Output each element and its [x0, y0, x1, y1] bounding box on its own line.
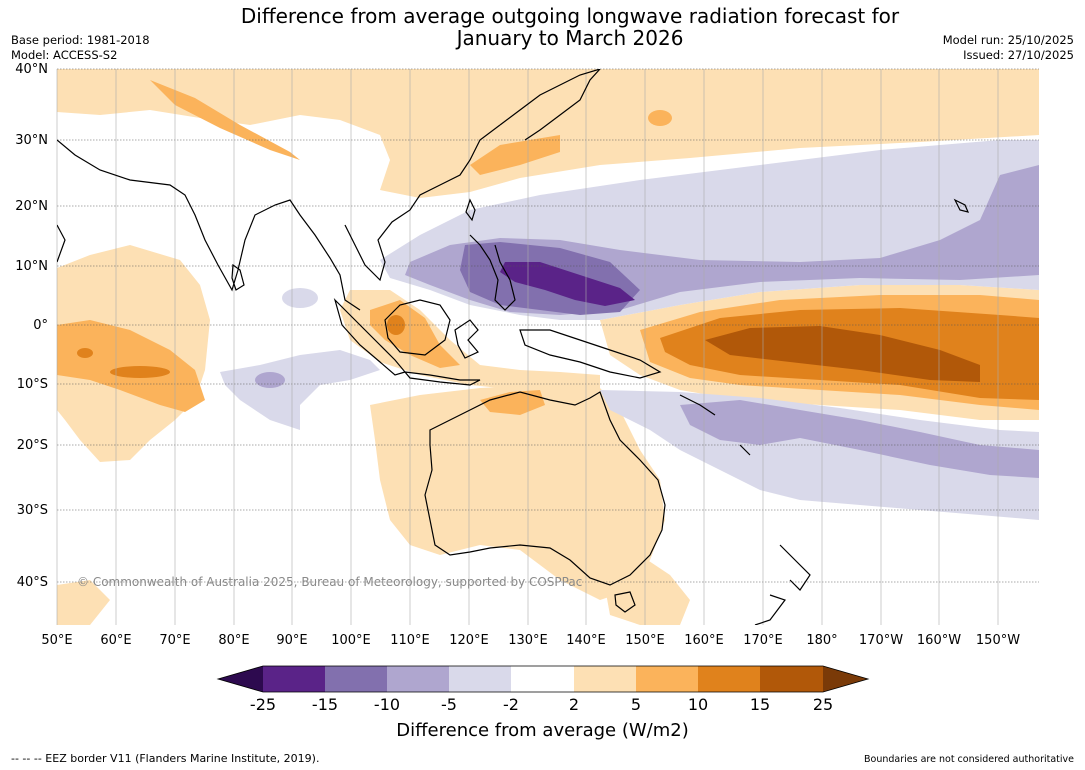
colorbar-segment: [449, 666, 511, 692]
coast-arabia-india: [57, 139, 361, 311]
coast-hawaii: [953, 198, 970, 213]
lat-label: 30°S: [16, 503, 48, 518]
coast-japan: [524, 69, 601, 141]
lon-label: 120°E: [449, 633, 489, 648]
coast-new-zealand: [754, 544, 811, 625]
coast-africa: [57, 224, 66, 263]
model-name: Model: ACCESS-S2: [11, 48, 118, 62]
anomaly-neg2-5-bay: [282, 288, 318, 308]
anomaly-10-15-indian-small: [77, 348, 93, 358]
lat-label: 10°S: [16, 377, 48, 392]
colorbar-segment: [698, 666, 760, 692]
issued-date: Issued: 27/10/2025: [963, 48, 1074, 62]
title-line-1: Difference from average outgoing longwav…: [240, 4, 900, 28]
anomaly-10-15-indian-ocean: [110, 366, 170, 378]
coastlines: [57, 69, 970, 625]
colorbar-outline: [216, 665, 870, 693]
lon-label: 160°W: [916, 633, 962, 648]
colorbar-arrow-low: [218, 666, 263, 692]
colorbar-tick: -10: [373, 695, 401, 714]
lon-label: 60°E: [100, 633, 132, 648]
anomaly-2-5-north-asia: [57, 69, 1039, 198]
boundary-disclaimer: Boundaries are not considered authoritat…: [864, 754, 1074, 765]
anomaly-neg5-10-east-indian: [255, 372, 285, 388]
lat-label: 40°S: [16, 575, 48, 590]
coast-philippines: [469, 234, 516, 311]
lat-label: 20°S: [16, 438, 48, 453]
lon-label: 80°E: [218, 633, 250, 648]
anomaly-5-10-indian-ocean: [57, 320, 205, 412]
model-run: Model run: 25/10/2025: [942, 33, 1074, 47]
lat-label: 30°N: [15, 133, 48, 148]
colorbar-segment: [263, 666, 325, 692]
coast-new-guinea: [519, 329, 662, 379]
colorbar-tick: 2: [568, 695, 580, 714]
anomaly-neg5-10-sw-pacific: [680, 400, 1039, 478]
anomaly-neg2-5-east-indian: [220, 350, 380, 430]
coast-sri-lanka: [231, 263, 245, 291]
coast-australia: [424, 391, 666, 586]
lon-label: 100°E: [331, 633, 371, 648]
colorbar-segment: [325, 666, 387, 692]
anomaly-neg15-25-west-pacific: [500, 262, 635, 306]
eez-note: -- -- -- EEZ border V11 (Flanders Marine…: [11, 752, 320, 765]
lon-label: 90°E: [276, 633, 308, 648]
colorbar-segment: [387, 666, 449, 692]
lon-label: 170°E: [743, 633, 783, 648]
coast-borneo: [384, 299, 451, 356]
lon-label: 160°E: [684, 633, 724, 648]
coast-indochina: [344, 124, 501, 282]
lat-label: 40°N: [15, 62, 48, 77]
base-period: Base period: 1981-2018: [11, 33, 150, 47]
lat-label: 0°: [33, 318, 48, 333]
meta-left: Base period: 1981-2018 Model: ACCESS-S2: [11, 33, 150, 63]
lon-label: 70°E: [159, 633, 191, 648]
colorbar-tick: -5: [441, 695, 457, 714]
colorbar-tick: 15: [749, 695, 771, 714]
colorbar-tick: -25: [249, 695, 277, 714]
title-line-2: January to March 2026: [456, 26, 684, 50]
lon-label: 140°E: [566, 633, 606, 648]
anomaly-2-5-s-indian: [57, 580, 110, 625]
colorbar-tick: 5: [630, 695, 642, 714]
lon-label: 180°: [806, 633, 838, 648]
lon-label: 170°W: [858, 633, 904, 648]
coast-china-korea: [499, 69, 601, 126]
anomaly-2-5-australia: [370, 385, 665, 600]
coast-tasmania: [614, 591, 636, 613]
lat-label: 10°N: [15, 259, 48, 274]
coast-sulawesi: [454, 319, 479, 359]
colorbar-arrow-high: [823, 666, 868, 692]
colorbar-tick: 25: [812, 695, 834, 714]
colorbar-segment: [636, 666, 698, 692]
lon-label: 110°E: [390, 633, 430, 648]
colorbar-segment: [760, 666, 823, 692]
coast-java: [403, 371, 481, 386]
lon-label: 130°E: [508, 633, 548, 648]
anomaly-5-10-n-australia: [480, 390, 545, 415]
lon-label: 150°W: [975, 633, 1021, 648]
lat-label: 20°N: [15, 199, 48, 214]
lon-label: 150°E: [625, 633, 665, 648]
coast-solomons: [679, 394, 751, 456]
coast-taiwan: [465, 198, 476, 222]
colorbar-tick: -2: [503, 695, 519, 714]
chart-title: Difference from average outgoing longwav…: [0, 5, 1085, 49]
copyright-notice: © Commonwealth of Australia 2025, Bureau…: [77, 575, 583, 589]
anomaly-field: [57, 69, 1039, 625]
colorbar-tick: 10: [687, 695, 709, 714]
colorbar-label: Difference from average (W/m2): [396, 720, 689, 741]
anomaly-15-25-central-pacific: [705, 326, 980, 382]
colorbar-segment: [574, 666, 636, 692]
meta-right: Model run: 25/10/2025 Issued: 27/10/2025: [943, 33, 1074, 63]
anomaly-5-10-pacific-nw: [648, 110, 672, 126]
lon-label: 50°E: [41, 633, 73, 648]
colorbar: [216, 665, 870, 693]
anomaly-5-10-china: [470, 135, 560, 175]
colorbar-segment: [511, 666, 574, 692]
colorbar-tick: -15: [311, 695, 339, 714]
